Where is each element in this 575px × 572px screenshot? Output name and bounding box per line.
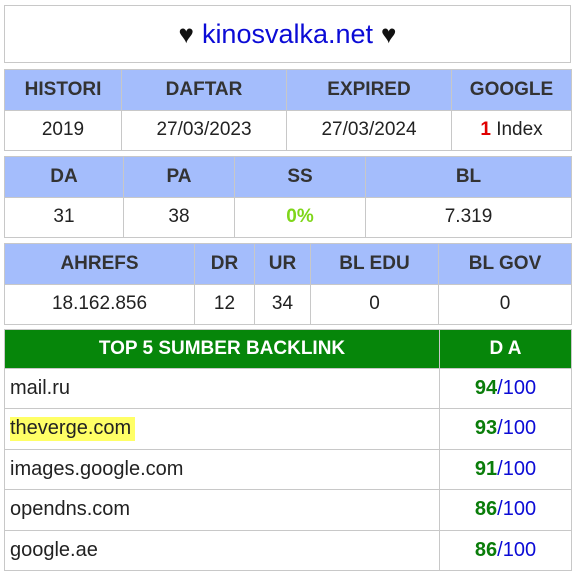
backlink-domain[interactable]: google.ae	[4, 529, 440, 571]
heart-icon: ♥	[178, 18, 194, 49]
ahrefs-value: 18.162.856	[4, 283, 195, 325]
pa-value: 38	[123, 196, 235, 238]
header-bl: BL	[365, 156, 572, 198]
bl-gov-value: 0	[438, 283, 572, 325]
google-index-value: 1 Index	[451, 109, 572, 151]
authority-table: DA PA SS BL 31 38 0% 7.319	[4, 156, 572, 238]
backlink-da-max: /100	[497, 498, 537, 521]
header-daftar: DAFTAR	[121, 69, 287, 111]
backlink-da-max: /100	[497, 457, 537, 480]
ss-value: 0%	[234, 196, 366, 238]
header-ahrefs: AHREFS	[4, 243, 195, 285]
history-table: HISTORI DAFTAR EXPIRED GOOGLE 2019 27/03…	[4, 69, 572, 151]
backlink-domain[interactable]: mail.ru	[4, 367, 440, 410]
backlink-da: 86/100	[439, 489, 572, 531]
heart-icon: ♥	[381, 18, 397, 49]
expired-value: 27/03/2024	[286, 109, 452, 151]
header-ur: UR	[254, 243, 311, 285]
google-index-count: 1	[480, 119, 491, 141]
table-row: images.google.com 91/100	[4, 448, 572, 491]
backlink-da: 94/100	[439, 367, 572, 410]
backlink-da-max: /100	[497, 376, 537, 399]
backlink-da: 93/100	[439, 408, 572, 450]
bl-edu-value: 0	[310, 283, 439, 325]
table-row: mail.ru 94/100	[4, 367, 572, 410]
table-row: google.ae 86/100	[4, 529, 572, 571]
backlink-da: 86/100	[439, 529, 572, 571]
header-expired: EXPIRED	[286, 69, 452, 111]
backlink-domain[interactable]: images.google.com	[4, 448, 440, 491]
backlink-da: 91/100	[439, 448, 572, 491]
backlink-da-value: 91	[474, 457, 498, 480]
dr-value: 12	[194, 283, 255, 325]
highlighted-domain: theverge.com	[10, 417, 136, 442]
header-bl-gov: BL GOV	[438, 243, 572, 285]
bl-value: 7.319	[365, 196, 572, 238]
header-dr: DR	[194, 243, 255, 285]
google-index-label: Index	[496, 119, 543, 141]
backlink-da-value: 86	[474, 498, 498, 521]
backlink-table: TOP 5 SUMBER BACKLINK D A mail.ru 94/100…	[4, 329, 572, 571]
table-row: theverge.com 93/100	[4, 408, 572, 450]
histori-value: 2019	[4, 109, 122, 151]
ur-value: 34	[254, 283, 311, 325]
header-bl-edu: BL EDU	[310, 243, 439, 285]
table-row: opendns.com 86/100	[4, 489, 572, 531]
header-google: GOOGLE	[451, 69, 572, 111]
backlink-da-value: 93	[474, 417, 498, 440]
backlink-domain[interactable]: theverge.com	[4, 408, 440, 450]
backlink-da-max: /100	[497, 417, 537, 440]
backlink-domain[interactable]: opendns.com	[4, 489, 440, 531]
backlink-da-value: 94	[474, 376, 498, 399]
site-title-banner: ♥ kinosvalka.net ♥	[4, 5, 571, 63]
site-domain[interactable]: kinosvalka.net	[201, 18, 374, 49]
header-ss: SS	[234, 156, 366, 198]
backlink-da-value: 86	[474, 538, 498, 561]
ahrefs-table: AHREFS DR UR BL EDU BL GOV 18.162.856 12…	[4, 243, 572, 325]
header-pa: PA	[123, 156, 235, 198]
header-histori: HISTORI	[4, 69, 122, 111]
header-top-backlinks: TOP 5 SUMBER BACKLINK	[4, 329, 440, 369]
header-backlink-da: D A	[439, 329, 572, 369]
backlink-da-max: /100	[497, 538, 537, 561]
header-da: DA	[4, 156, 124, 198]
da-value: 31	[4, 196, 124, 238]
daftar-value: 27/03/2023	[121, 109, 287, 151]
